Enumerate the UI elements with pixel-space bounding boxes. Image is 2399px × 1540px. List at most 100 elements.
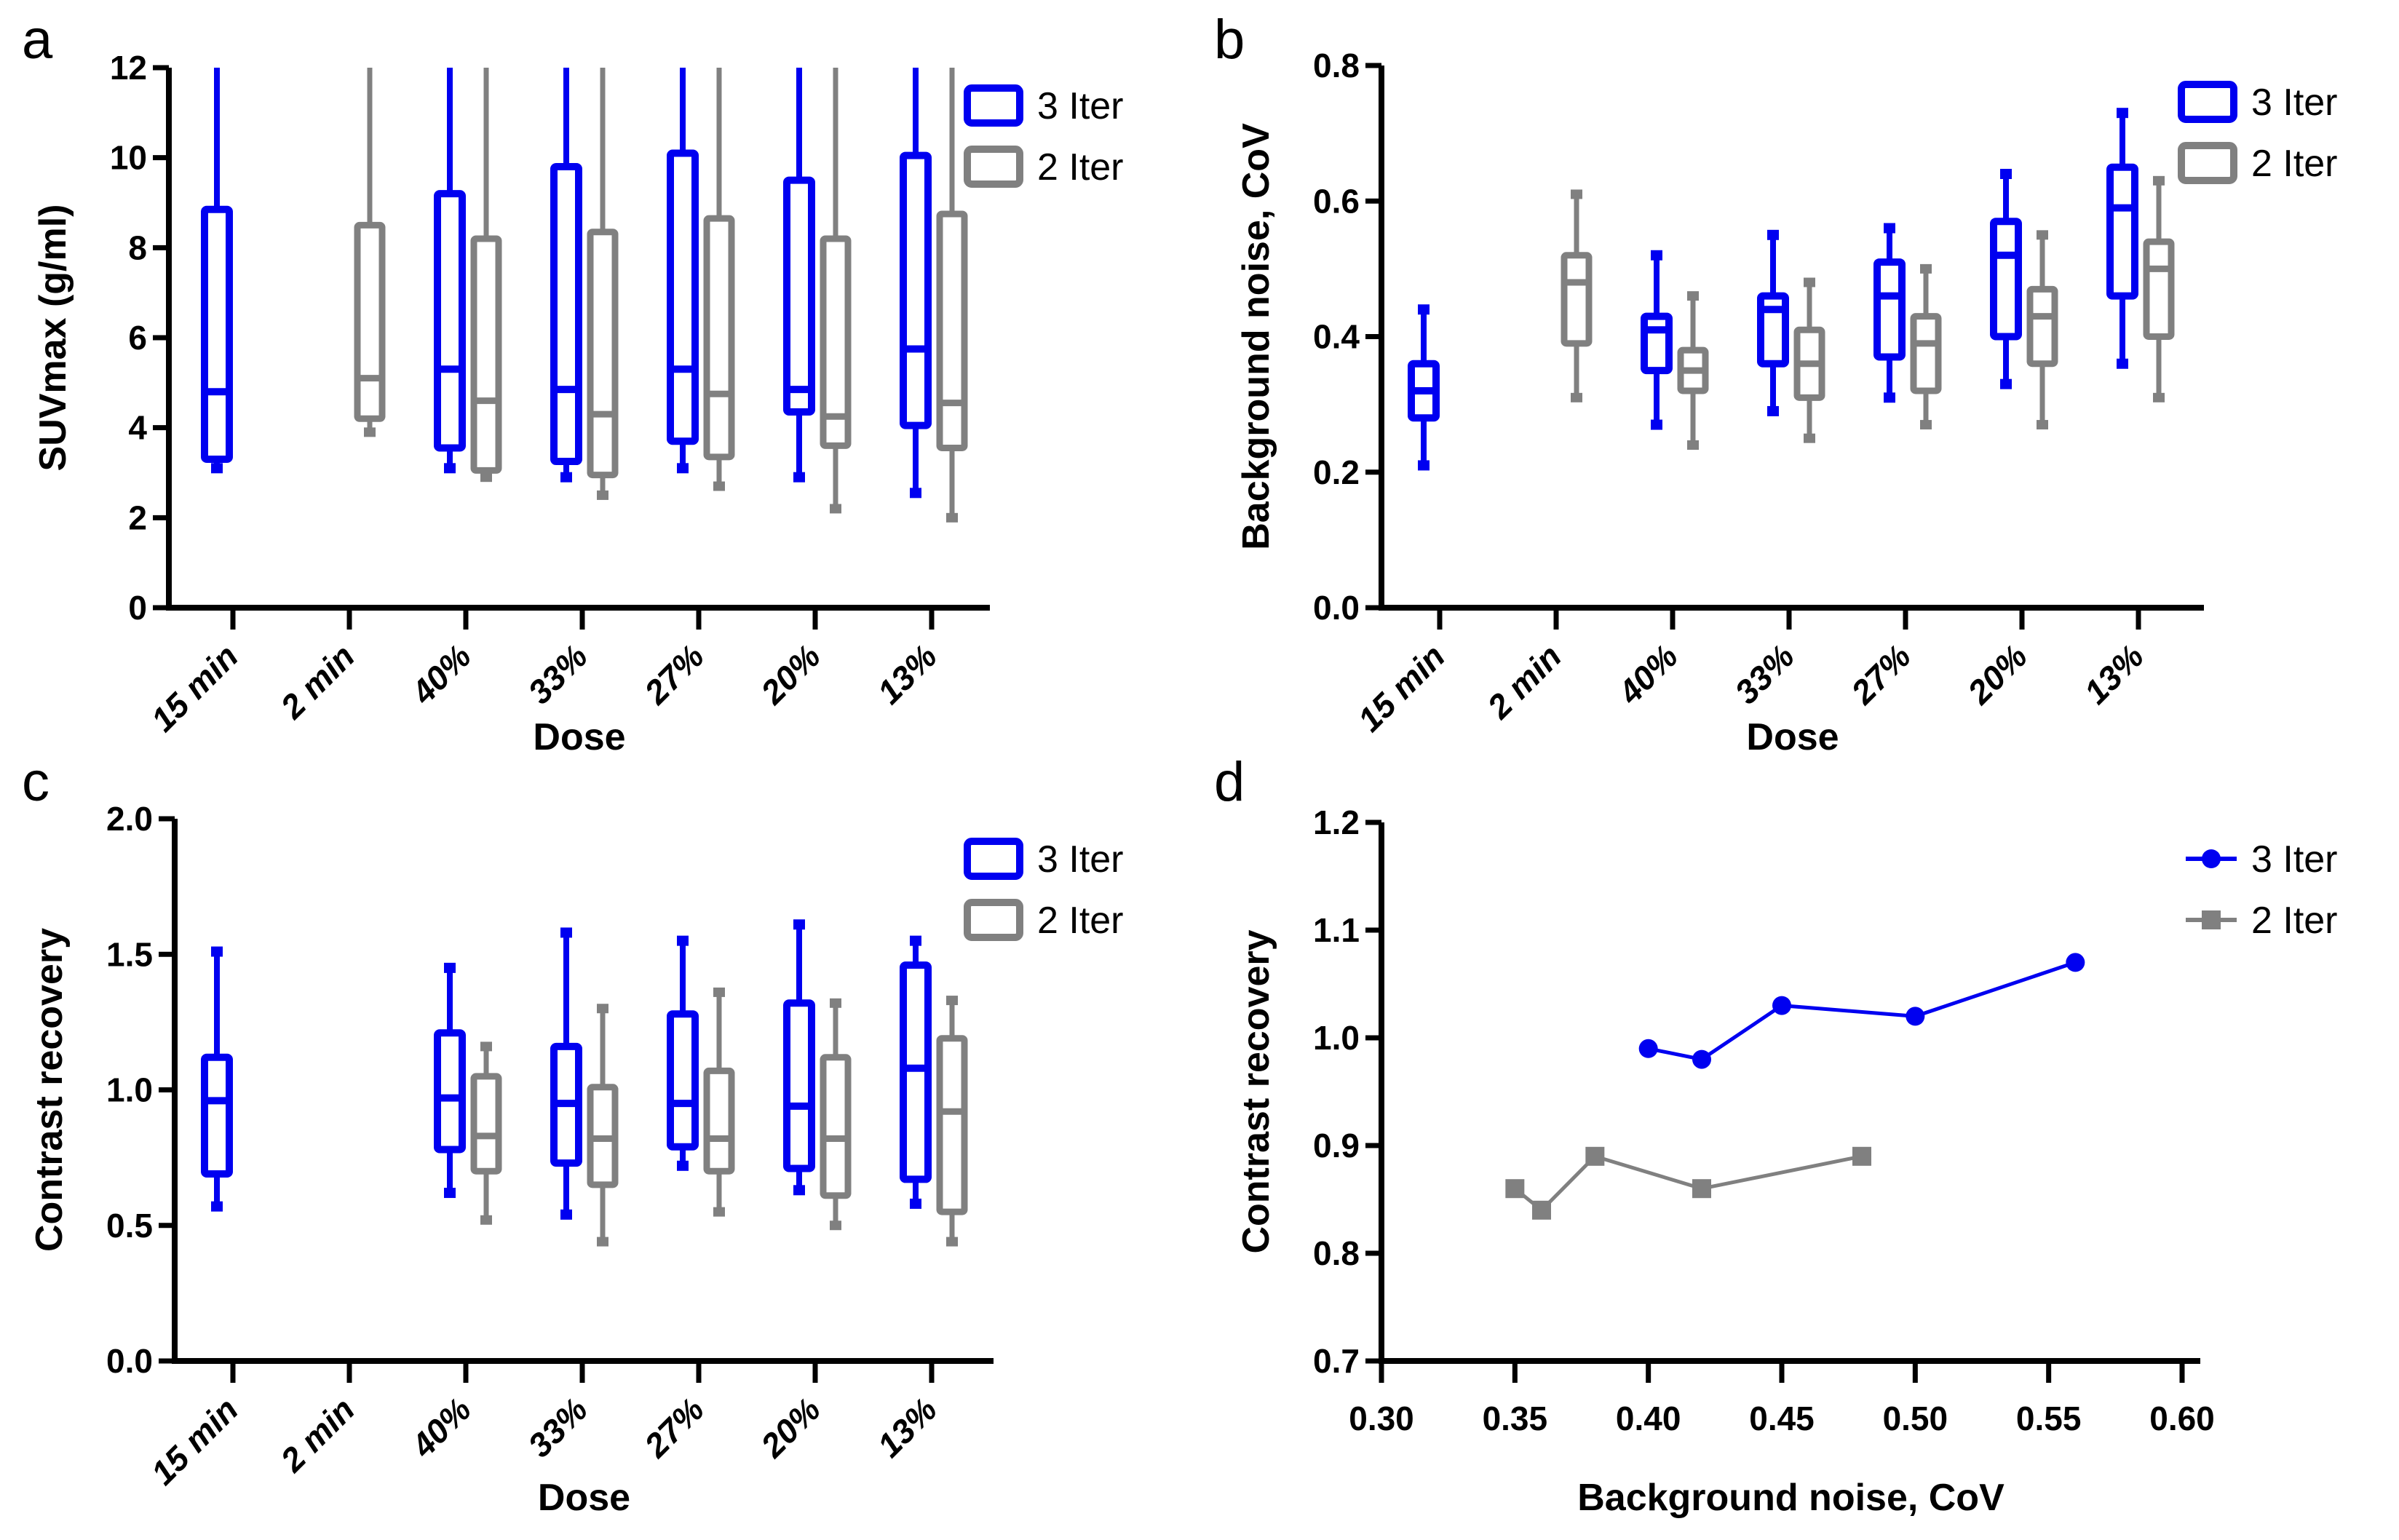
box-iqr-iter3 [201, 205, 233, 463]
panel-letter: a [22, 9, 53, 71]
legend-label: 2 Iter [1037, 146, 1124, 188]
x-tick-label: 15 min [1350, 637, 1452, 739]
legend-label: 3 Iter [2251, 838, 2338, 881]
legend-swatch-iter2 [964, 899, 1023, 941]
box-iqr-iter3 [1641, 312, 1673, 375]
y-tick-label: 10 [110, 139, 147, 177]
legend-label: 2 Iter [2251, 143, 2338, 185]
x-tick-label: 0.45 [1749, 1400, 1815, 1437]
x-tick-label: 2 min [1480, 637, 1569, 726]
chart-c: c 0.0 0.5 1.0 1.5 2.0 Contrast recovery Dose 15 … [22, 751, 1124, 1519]
y-tick-label: 1.0 [106, 1071, 153, 1109]
box-iqr-iter2 [587, 229, 619, 479]
box-iqr-iter3 [667, 149, 699, 445]
data-point-iter2 [1585, 1146, 1605, 1166]
x-tick-label: 15 min [143, 1390, 245, 1492]
box-iqr-iter3 [900, 151, 932, 429]
box-iqr-iter2 [820, 235, 852, 449]
x-tick-label: 40% [403, 637, 478, 712]
box-iqr-iter3 [783, 176, 815, 416]
x-tick-label: 27% [1843, 637, 1918, 712]
x-tick-label: 13% [870, 637, 944, 711]
legend-swatch-iter3 [964, 84, 1023, 127]
box-iqr-iter3 [2106, 163, 2138, 300]
x-tick-label: 0.30 [1349, 1400, 1414, 1437]
legend-swatch-iter2 [2178, 142, 2237, 184]
x-tick-label: 0.55 [2016, 1400, 2082, 1437]
y-tick-label: 1.2 [1313, 803, 1360, 841]
x-axis-title: Dose [533, 716, 625, 758]
y-tick-label: 8 [128, 229, 147, 266]
y-axis-title: Background noise, CoV [1235, 123, 1277, 550]
legend-label: 2 Iter [1037, 900, 1124, 942]
x-tick-label: 40% [1610, 637, 1685, 712]
x-tick-label: 0.60 [2149, 1400, 2215, 1437]
box-iqr-iter3 [783, 999, 815, 1172]
data-point-iter3 [2066, 953, 2085, 972]
y-tick-label: 4 [128, 409, 147, 447]
y-tick-label: 0.8 [1313, 1234, 1360, 1272]
box-iqr-iter2 [470, 1073, 502, 1175]
y-tick-label: 0.0 [106, 1342, 153, 1380]
y-tick-label: 0.8 [1313, 47, 1360, 84]
box-iqr-iter3 [434, 190, 466, 452]
legend-swatch-iter3 [964, 838, 1023, 880]
data-point-iter2 [1692, 1179, 1711, 1199]
y-axis-title: Contrast recovery [28, 928, 71, 1252]
chart-d: d 0.7 0.8 0.9 1.0 1.1 1.2 Contrast recovery Back… [1214, 751, 2338, 1519]
y-tick-label: 6 [128, 319, 147, 357]
box-iqr-iter2 [2143, 238, 2175, 340]
x-tick-label: 2 min [273, 637, 362, 726]
y-tick-label: 1.0 [1313, 1019, 1360, 1057]
series-line-iter2 [1513, 1154, 1863, 1213]
x-tick-label: 27% [636, 637, 711, 712]
x-axis-title: Dose [1746, 716, 1839, 758]
box-iqr-iter2 [470, 235, 502, 474]
chart-b: b 0.0 0.2 0.4 0.6 0.8 Background noise, CoV Dos… [1214, 9, 2338, 758]
series-line-iter3 [1648, 961, 2077, 1062]
data-point-iter3 [1638, 1039, 1658, 1058]
box-iqr-iter2 [2026, 285, 2058, 368]
box-iqr-iter2 [936, 210, 968, 451]
y-tick-label: 0.7 [1313, 1342, 1360, 1380]
x-tick-label: 13% [2077, 637, 2151, 711]
data-point-iter3 [1692, 1049, 1711, 1069]
x-tick-label: 20% [1959, 637, 2034, 712]
y-tick-label: 0.0 [1313, 589, 1360, 627]
x-tick-label: 40% [403, 1390, 478, 1465]
box-iqr-iter3 [550, 163, 582, 466]
data-point-iter2 [1532, 1200, 1551, 1220]
panel-b: b 0.0 0.2 0.4 0.6 0.8 Background noise, CoV Dos… [1200, 0, 2399, 769]
box-iqr-iter2 [936, 1035, 968, 1215]
box-iqr-iter2 [820, 1054, 852, 1199]
box-iqr-iter3 [1873, 258, 1906, 361]
box-iqr-iter3 [900, 961, 932, 1183]
y-tick-label: 12 [110, 49, 147, 87]
x-tick-label: 33% [1727, 637, 1801, 711]
y-tick-label: 2.0 [106, 800, 153, 838]
y-tick-label: 2 [128, 499, 147, 536]
y-tick-label: 0 [128, 589, 147, 627]
y-tick-label: 1.1 [1313, 911, 1360, 949]
y-tick-label: 0.6 [1313, 182, 1360, 220]
box-iqr-iter2 [703, 215, 735, 461]
y-tick-label: 1.5 [106, 935, 153, 973]
y-tick-label: 0.9 [1313, 1127, 1360, 1164]
panel-a: a 0 2 4 6 8 10 12 SUVmax (g/ml) Dose 15 min 2 min 40… [0, 0, 1200, 769]
x-tick-label: 0.35 [1483, 1400, 1548, 1437]
x-axis-title: Background noise, CoV [1577, 1477, 2005, 1519]
legend-marker-square [2202, 910, 2221, 929]
box-iqr-iter2 [354, 221, 386, 422]
box-iqr-iter2 [1910, 313, 1942, 394]
legend-marker-circle [2202, 849, 2221, 868]
x-axis-title: Dose [538, 1477, 630, 1519]
panel-c: c 0.0 0.5 1.0 1.5 2.0 Contrast recovery Dose 15 … [0, 751, 1200, 1536]
data-point-iter3 [1906, 1007, 1925, 1026]
data-point-iter3 [1772, 996, 1791, 1015]
x-tick-label: 0.40 [1616, 1400, 1681, 1437]
box-iqr-iter3 [434, 1029, 466, 1154]
x-tick-label: 27% [636, 1390, 711, 1465]
chart-a: a 0 2 4 6 8 10 12 SUVmax (g/ml) Dose 15 min 2 min 40… [22, 9, 1124, 758]
legend-swatch-iter2 [964, 146, 1023, 188]
x-tick-label: 2 min [273, 1390, 362, 1479]
